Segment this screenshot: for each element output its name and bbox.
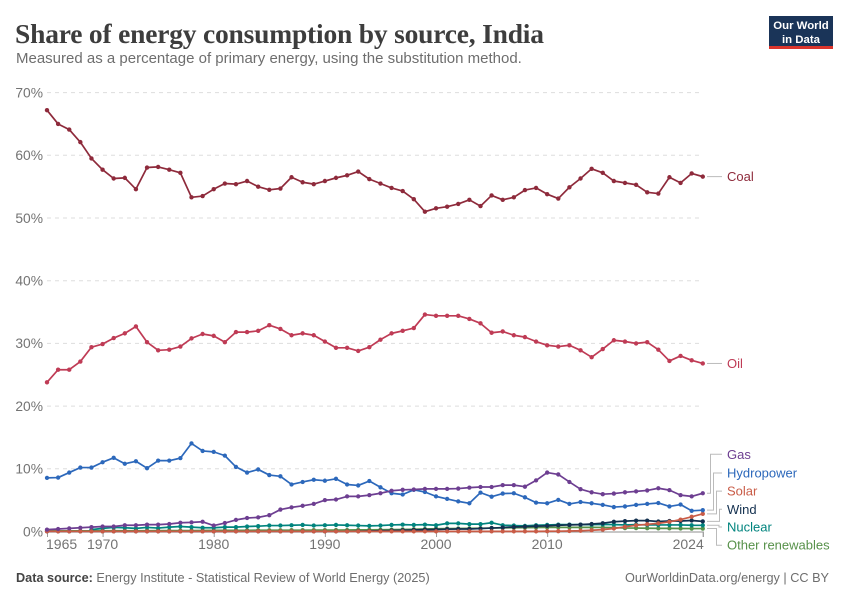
svg-text:Solar: Solar [727, 484, 758, 499]
svg-text:30%: 30% [15, 336, 43, 351]
svg-text:Gas: Gas [727, 447, 751, 462]
svg-text:2000: 2000 [420, 536, 451, 552]
svg-text:1965: 1965 [46, 536, 77, 552]
svg-text:40%: 40% [15, 274, 43, 289]
svg-text:70%: 70% [15, 85, 43, 100]
svg-text:2010: 2010 [532, 536, 563, 552]
svg-text:Coal: Coal [727, 169, 754, 184]
svg-text:Hydropower: Hydropower [727, 466, 798, 481]
svg-text:0%: 0% [23, 524, 43, 539]
svg-text:20%: 20% [15, 399, 43, 414]
svg-text:Other renewables: Other renewables [727, 538, 830, 553]
svg-text:50%: 50% [15, 211, 43, 226]
svg-text:1970: 1970 [87, 536, 118, 552]
svg-text:Nuclear: Nuclear [727, 520, 772, 535]
svg-text:60%: 60% [15, 148, 43, 163]
svg-text:1990: 1990 [309, 536, 340, 552]
svg-text:1980: 1980 [198, 536, 229, 552]
svg-text:2024: 2024 [673, 536, 704, 552]
svg-text:Oil: Oil [727, 356, 743, 371]
svg-text:10%: 10% [15, 462, 43, 477]
svg-text:Wind: Wind [727, 502, 757, 517]
